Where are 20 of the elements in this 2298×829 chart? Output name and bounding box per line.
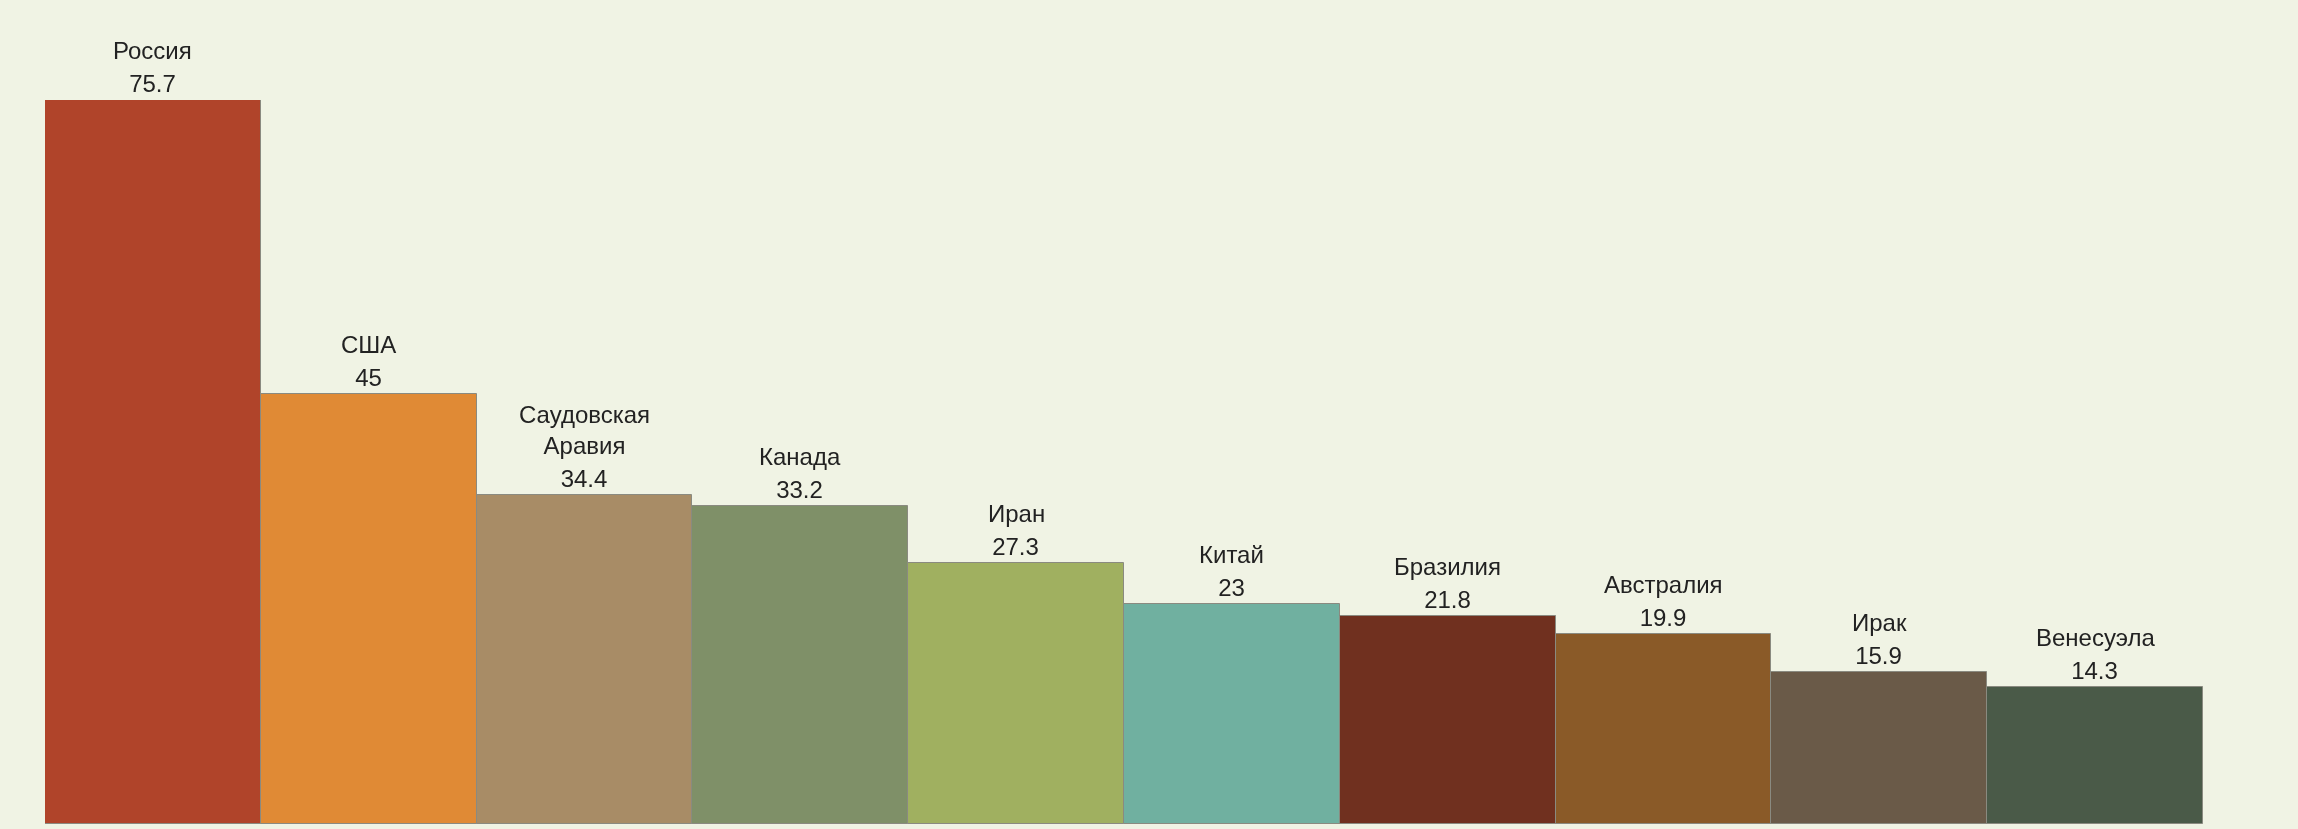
x-tick-label: Ирак bbox=[1852, 609, 1907, 636]
x-tick-label: Иран bbox=[988, 500, 1046, 527]
x-tick-label: Саудовская Аравия bbox=[519, 401, 651, 460]
x-tick-label: Канада bbox=[759, 443, 841, 470]
x-tick-label: Россия bbox=[113, 37, 192, 64]
data-label: 75.7 bbox=[129, 69, 176, 97]
data-label: 34.4 bbox=[560, 464, 608, 492]
x-tick-label: США bbox=[341, 331, 397, 358]
data-label: 19.9 bbox=[1639, 603, 1687, 631]
data-label: 15.9 bbox=[1855, 641, 1902, 669]
data-label: 27.3 bbox=[992, 532, 1039, 560]
data-label: 21.8 bbox=[1424, 585, 1471, 613]
data-label: 14.3 bbox=[2071, 656, 2118, 684]
x-tick-label: Китай bbox=[1199, 541, 1264, 568]
data-label: 45 bbox=[355, 363, 382, 391]
data-label: 33.2 bbox=[776, 475, 823, 503]
x-tick-label: Австралия bbox=[1604, 571, 1723, 598]
data-label: 23 bbox=[1218, 573, 1245, 601]
x-tick-label: Бразилия bbox=[1394, 553, 1501, 580]
x-tick-label: Венесуэла bbox=[2036, 624, 2156, 651]
